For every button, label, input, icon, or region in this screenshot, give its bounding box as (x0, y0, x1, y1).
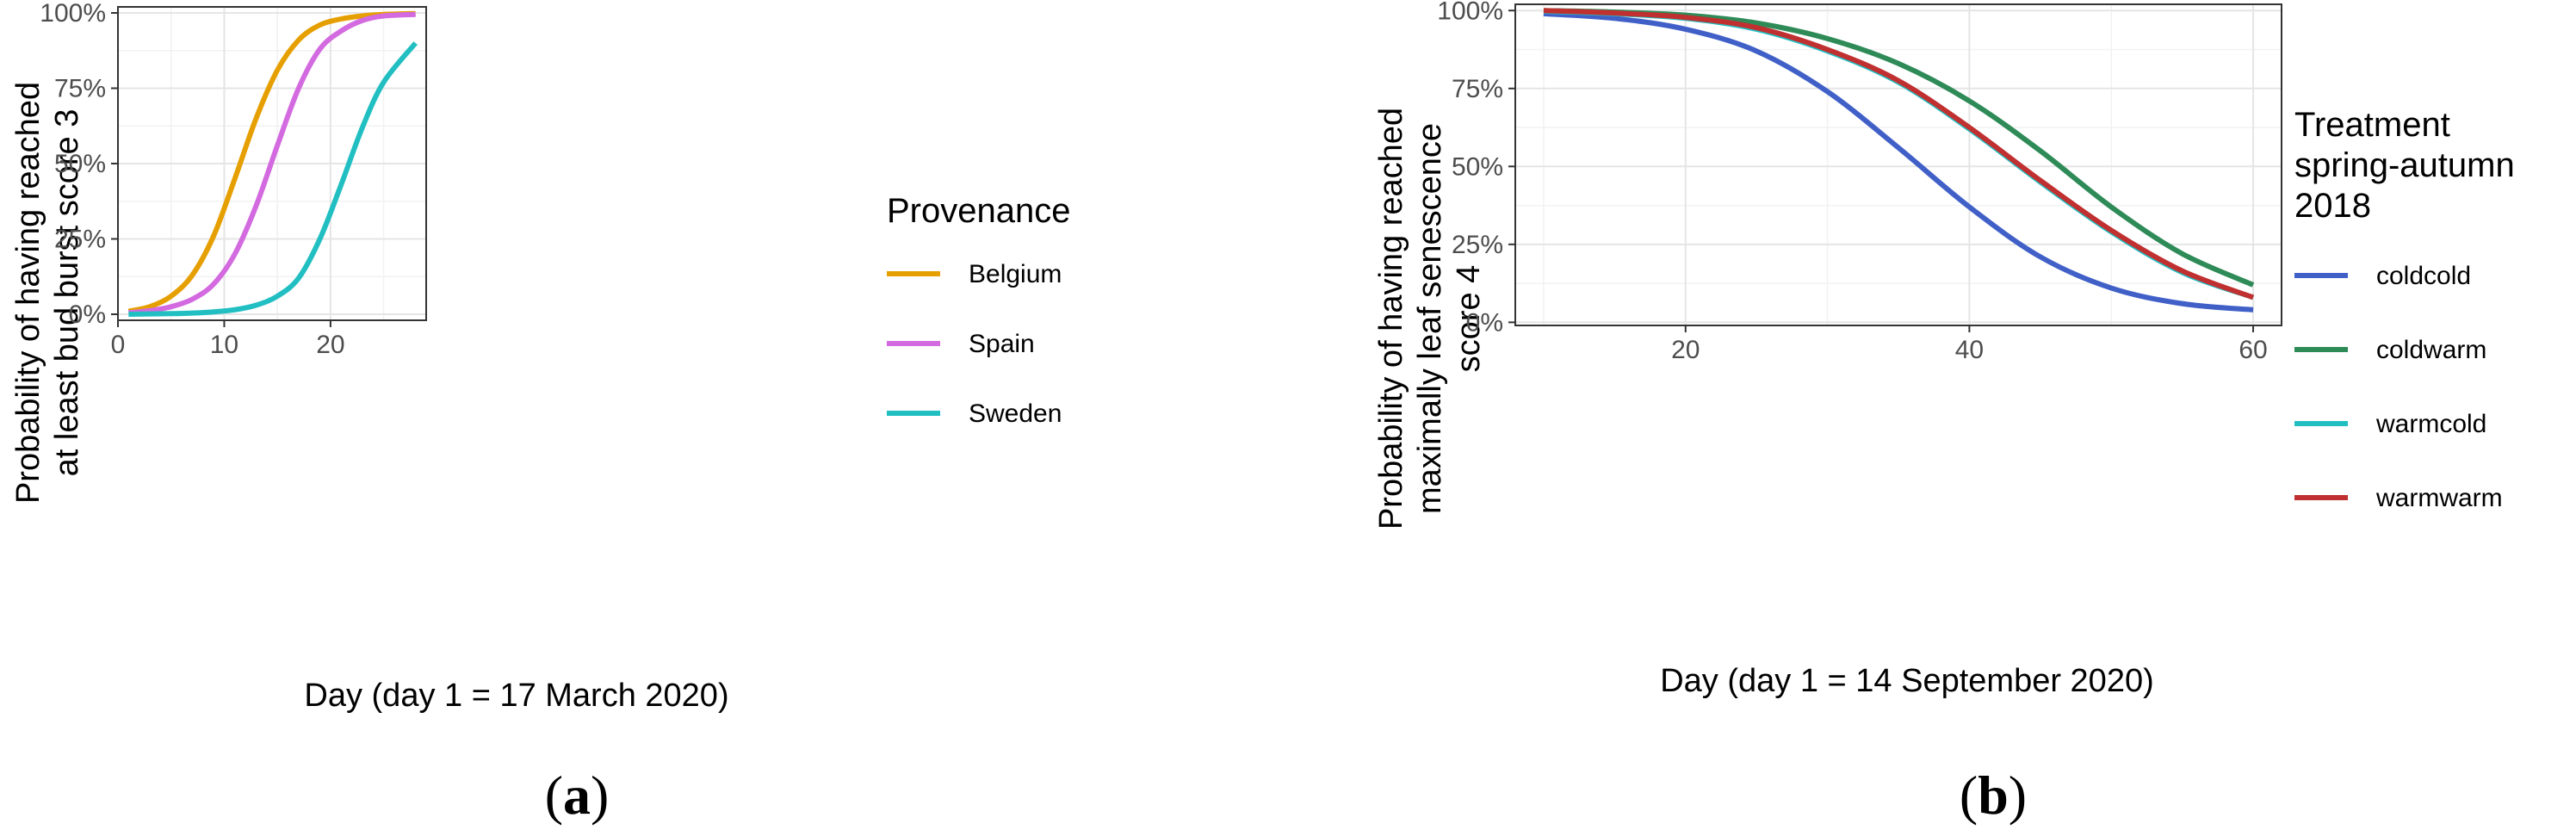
panel-a-plot: 0 10 20 0% 25% 50% 75% 100% (40, 0, 427, 359)
panel-a-legend-items: Belgium Spain Sweden (887, 260, 1062, 428)
panel-a-series-line-sweden (128, 41, 418, 317)
panel-b-legend-label-warmwarm: warmwarm (2375, 484, 2503, 512)
panel-a-xtick-label: 20 (316, 331, 344, 359)
panel-a-ylabel-line-2: at least bud burst score 3 (49, 109, 85, 477)
panel-b-ytick-label: 50% (1452, 152, 1503, 181)
panel-b-ylabel-line-1: Probability of having reached (1373, 108, 1409, 529)
panel-b-series-line-warmwarm (1543, 8, 2255, 300)
panel-a-caption-letter: a (563, 765, 591, 826)
panel-b-panel-border (1514, 3, 2282, 326)
panel-b-legend-items: coldcold coldwarm warmcold warmwarm (2294, 262, 2503, 512)
panel-a-ytick-label: 25% (54, 226, 106, 254)
panel-a-ytick-label: 0% (69, 300, 106, 329)
panel-b-ytick-label: 25% (1452, 231, 1503, 259)
panel-a-series-line-belgium (127, 10, 416, 314)
panel-b-xtick-label: 20 (1671, 336, 1700, 364)
panel-b-legend-label-coldwarm: coldwarm (2376, 336, 2486, 364)
panel-a-xtick-label: 10 (210, 331, 238, 359)
panel-b-ytick-label: 100% (1437, 0, 1503, 25)
panel-a-legend-label-belgium: Belgium (969, 260, 1062, 288)
panel-b-legend-title-line-2: spring-autumn (2294, 146, 2515, 184)
panel-b-series-line-coldcold (1543, 10, 2254, 313)
panel-b-legend-label-coldcold: coldcold (2376, 262, 2471, 290)
panel-b-caption: (b) (1960, 765, 2027, 826)
panel-a-legend: Provenance Belgium Spain Sweden (887, 192, 1070, 428)
panel-b-xtick-label: 40 (1955, 336, 1984, 364)
panel-a-ytick-label: 75% (54, 75, 106, 103)
panel-b-xtick-label: 60 (2239, 336, 2267, 364)
panel-a-series-line-spain (128, 11, 416, 316)
panel-a-ylabel-line-1: Probability of having reached (10, 82, 46, 504)
panel-b-ylabel-line-3: score 4 (1451, 265, 1487, 373)
panel-a-ytick-label: 100% (40, 0, 106, 28)
panel-a-caption: (a) (545, 765, 610, 826)
panel-b-ytick-label: 0% (1466, 308, 1503, 337)
panel-a-legend-title: Provenance (887, 192, 1070, 230)
panel-b-xlabel: Day (day 1 = 14 September 2020) (1660, 663, 2154, 699)
panel-b-legend-title-line-3: 2018 (2294, 187, 2371, 225)
panel-b-legend-label-warmcold: warmcold (2375, 410, 2486, 438)
panel-b-legend-title-line-1: Treatment (2294, 106, 2450, 144)
panel-a-ytick-label: 50% (54, 150, 106, 178)
panel-b-ylabel-line-2: maximally leaf senescence (1412, 123, 1448, 514)
panel-a-panel-border (117, 6, 427, 321)
panel-a-legend-label-spain: Spain (969, 330, 1035, 358)
panel-b-plot-background (1515, 4, 2282, 325)
panel-a-legend-label-sweden: Sweden (969, 399, 1062, 428)
panel-b: Probability of having reached maximally … (1373, 0, 2515, 826)
panel-a-xtick-label: 0 (111, 331, 126, 359)
panel-b-caption-letter: b (1978, 765, 2009, 826)
panel-b-plot: 20 40 60 0% 25% 50% 75% 100% (1437, 0, 2282, 364)
panel-a-xlabel: Day (day 1 = 17 March 2020) (304, 678, 728, 714)
panel-a: Probability of having reached at least b… (10, 0, 1070, 826)
panel-b-ytick-label: 75% (1452, 75, 1503, 103)
panel-b-legend: Treatment spring-autumn 2018 coldcoldcol… (2294, 106, 2515, 512)
